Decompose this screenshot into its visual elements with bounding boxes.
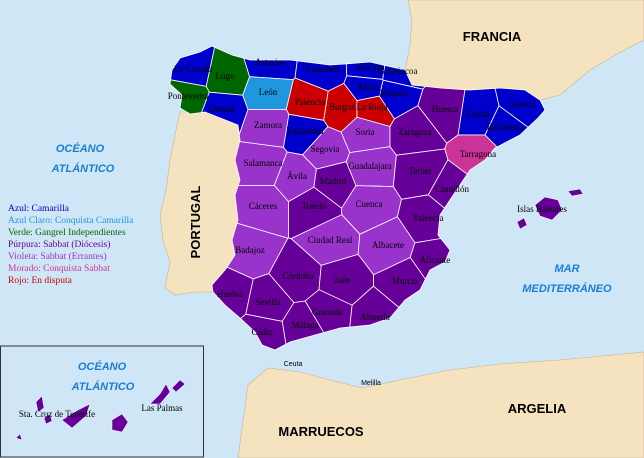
province-label-guadalajara: Guadalajara	[348, 161, 391, 171]
province-label-guipuzcoa: Guipúzcoa	[379, 66, 418, 76]
provinces-layer	[169, 45, 546, 351]
province-label-barcelona: Barcelona	[487, 122, 523, 132]
province-almeria[interactable]	[349, 285, 400, 328]
province-label-ciudad-real: Ciudad Real	[308, 235, 353, 245]
atlantic-label-1: OCÉANO	[56, 142, 105, 155]
province-label-gerona: Gerona	[509, 99, 536, 109]
melilla-label: Melilla	[361, 380, 381, 387]
province-label-cuenca: Cuenca	[356, 199, 383, 209]
island-la-gomera[interactable]	[43, 413, 53, 425]
island-label-baleares: Islas Baleares	[517, 204, 567, 214]
province-label-huelva: Huelva	[217, 289, 243, 299]
province-label-asturias: Asturias	[255, 57, 285, 67]
province-label-murcia: Murcia	[392, 276, 418, 286]
province-label-la-coruna: La Coruña	[174, 64, 212, 74]
island-fuerteventura[interactable]	[149, 383, 171, 405]
island-la-palma[interactable]	[35, 395, 45, 413]
province-label-palencia: Palencia	[295, 97, 326, 107]
legend-item-rojo: Rojo: En disputa	[8, 276, 72, 286]
island-ibiza[interactable]	[516, 217, 528, 230]
province-label-huesca: Huesca	[432, 104, 459, 114]
province-label-malaga: Málaga	[292, 320, 319, 330]
province-label-teruel: Teruel	[409, 166, 432, 176]
province-label-madrid: Madrid	[320, 176, 347, 186]
province-label-lerida: Lérida	[466, 109, 489, 119]
canary-atlantic-label-2: ATLÁNTICO	[71, 380, 135, 393]
province-label-valladolid: Valladolid	[287, 126, 324, 136]
province-label-alava: Álava	[357, 82, 379, 92]
atlantic-label-2: ATLÁNTICO	[51, 162, 115, 175]
province-label-pontevedra: Pontevedra	[168, 91, 209, 101]
legend: Azul: Camarilla Azul Claro: Conquista Cam…	[8, 203, 133, 287]
legend-item-verde: Verde: Gangrel Independientes	[8, 228, 126, 238]
legend-item-purpura: Púrpura: Sabbat (Diócesis)	[8, 240, 111, 250]
province-label-vizcaya: Vizcaya	[356, 62, 385, 72]
island-label-las-palmas: Las Palmas	[141, 403, 183, 413]
legend-item-morado: Morado: Conquista Sabbat	[8, 264, 110, 274]
legend-item-azul-claro: Azul Claro: Conquista Camarilla	[8, 216, 134, 226]
legend-item-violeta: Violeta: Sabbat (Errantes)	[8, 252, 107, 262]
mediterranean-label-2: MEDITERRÁNEO	[522, 282, 612, 295]
province-label-castellon: Castellón	[435, 184, 469, 194]
france-label: FRANCIA	[463, 29, 522, 44]
province-label-almeria: Almería	[360, 312, 390, 322]
province-label-lugo: Lugo	[216, 71, 235, 81]
province-label-salamanca: Salamanca	[244, 158, 283, 168]
province-label-jaen: Jaén	[334, 275, 350, 285]
island-el-hierro[interactable]	[15, 433, 23, 441]
mediterranean-label-1: MAR	[554, 263, 579, 275]
legend-item-azul: Azul: Camarilla	[8, 204, 69, 214]
province-label-la-rioja: La Rioja	[356, 102, 387, 112]
province-label-soria: Soria	[356, 127, 375, 137]
province-cadiz[interactable]	[239, 313, 287, 351]
province-label-leon: León	[259, 87, 278, 97]
island-mallorca[interactable]	[534, 196, 563, 221]
province-label-segovia: Segovia	[311, 144, 340, 154]
morocco-label: MARRUECOS	[278, 424, 364, 439]
province-label-caceres: Cáceres	[249, 201, 278, 211]
island-tenerife[interactable]	[61, 403, 91, 429]
province-label-badajoz: Badajoz	[235, 245, 265, 255]
province-label-cantabria: Cantabria	[306, 64, 341, 74]
islands-layer: Islas Baleares	[516, 188, 584, 230]
province-label-zaragoza: Zaragoza	[398, 127, 431, 137]
ceuta-label: Ceuta	[284, 361, 303, 368]
africa-land	[237, 351, 644, 458]
island-menorca[interactable]	[567, 188, 584, 197]
province-label-navarra: Navarra	[379, 88, 408, 98]
province-label-tarragona: Tarragona	[460, 149, 496, 159]
province-label-albacete: Albacete	[372, 240, 404, 250]
province-label-orense: Orense	[209, 104, 235, 114]
island-gran-canaria[interactable]	[111, 413, 129, 433]
province-label-toledo: Toledo	[302, 201, 327, 211]
province-labels: La Coruña Lugo Asturias Cantabria VizcayaGui…	[168, 57, 536, 337]
province-label-zamora: Zamora	[254, 120, 282, 130]
portugal-label: PORTUGAL	[188, 185, 203, 258]
canary-atlantic-label-1: OCÉANO	[78, 360, 127, 373]
algeria-label: ARGELIA	[508, 401, 567, 416]
province-alicante[interactable]	[409, 238, 451, 280]
province-label-cordoba: Córdoba	[283, 271, 314, 281]
province-pontevedra[interactable]	[169, 79, 210, 115]
province-label-granada: Granada	[312, 307, 342, 317]
canary-islands: Sta. Cruz de Tenerife Las Palmas	[15, 379, 186, 441]
province-label-avila: Ávila	[287, 171, 307, 181]
province-label-valencia: Valencia	[413, 213, 444, 223]
province-label-alicante: Alicante	[420, 255, 451, 265]
island-lanzarote[interactable]	[171, 379, 186, 393]
canary-inset-frame	[0, 345, 204, 458]
province-label-cadiz: Cádiz	[252, 327, 273, 337]
island-label-tenerife: Sta. Cruz de Tenerife	[19, 409, 95, 419]
province-label-burgos: Burgos	[329, 102, 355, 112]
province-label-sevilla: Sevilla	[256, 297, 281, 307]
